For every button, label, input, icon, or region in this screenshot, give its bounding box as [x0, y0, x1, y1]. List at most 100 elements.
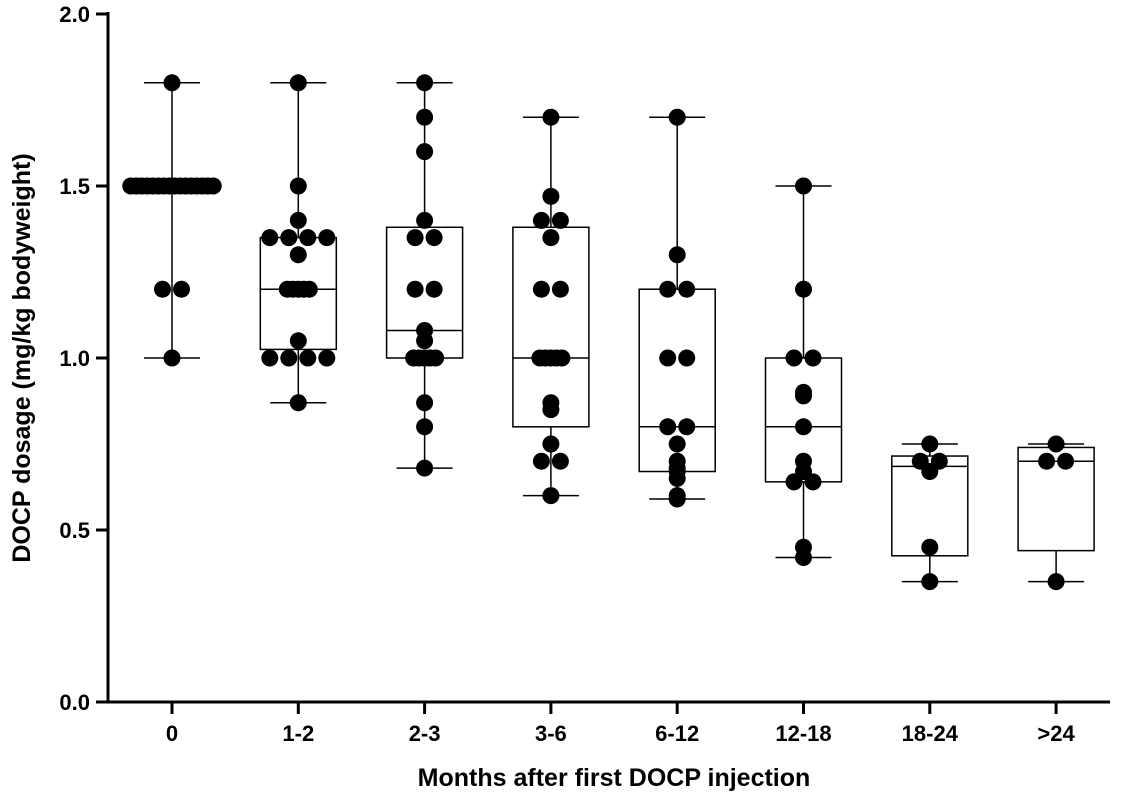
y-tick-label: 0.0	[59, 690, 90, 715]
data-point	[542, 401, 560, 419]
x-tick-label: 3-6	[535, 721, 567, 746]
data-point	[280, 229, 298, 247]
data-point	[406, 229, 424, 247]
data-point	[678, 418, 696, 436]
data-point	[795, 280, 812, 298]
y-tick-label: 1.5	[59, 174, 90, 199]
data-point	[804, 473, 822, 491]
data-point	[668, 108, 686, 126]
box-group	[133, 82, 211, 359]
box-group	[1017, 443, 1095, 583]
data-point	[795, 549, 812, 567]
data-point	[416, 108, 434, 126]
data-point	[289, 211, 307, 229]
y-axis-title: DOCP dosage (mg/kg bodyweight)	[8, 153, 36, 562]
data-point	[163, 74, 181, 92]
data-point	[532, 211, 550, 229]
data-point	[289, 394, 307, 412]
data-point	[318, 349, 336, 367]
axes-layer	[106, 12, 1110, 704]
data-point	[668, 435, 686, 453]
data-point	[204, 177, 222, 195]
data-point	[795, 177, 812, 195]
data-point	[318, 229, 336, 247]
data-point	[163, 349, 181, 367]
x-tick-label: 2-3	[409, 721, 441, 746]
box-group	[764, 185, 843, 559]
data-point	[921, 573, 939, 591]
data-point	[289, 246, 307, 264]
data-point	[551, 452, 569, 470]
data-point	[406, 280, 424, 298]
data-point	[425, 280, 443, 298]
iqr-box	[1017, 446, 1095, 552]
data-point	[532, 452, 550, 470]
data-point	[668, 246, 686, 264]
data-point	[289, 74, 307, 92]
data-point	[280, 349, 298, 367]
x-tick-label: 0	[166, 721, 178, 746]
data-point	[553, 349, 571, 367]
data-point	[542, 108, 560, 126]
data-point	[668, 469, 686, 487]
x-tick-label: 18-24	[902, 721, 959, 746]
data-point	[261, 229, 279, 247]
x-axis-title: Months after first DOCP injection	[418, 764, 811, 792]
data-point	[532, 280, 550, 298]
data-point	[416, 143, 434, 161]
x-tick-label: 1-2	[282, 721, 314, 746]
data-point	[795, 387, 812, 405]
data-point	[785, 349, 803, 367]
data-point	[154, 280, 171, 298]
data-point	[795, 418, 812, 436]
data-point	[427, 349, 445, 367]
x-tick-label: >24	[1037, 721, 1075, 746]
x-tick-label: 6-12	[655, 721, 699, 746]
data-point	[416, 211, 434, 229]
data-point	[921, 435, 939, 453]
boxes-layer	[133, 82, 1095, 583]
x-ticks: 0 1-2 2-3 3-6 6-12 12-18 18-24 >24	[166, 702, 1076, 746]
data-point	[678, 349, 696, 367]
data-point	[659, 418, 677, 436]
data-point	[921, 463, 939, 481]
data-point	[659, 280, 677, 298]
data-point	[289, 332, 307, 350]
data-point	[289, 177, 307, 195]
data-point	[659, 349, 677, 367]
data-point	[542, 229, 560, 247]
y-tick-label: 0.5	[59, 518, 90, 543]
data-point	[299, 349, 317, 367]
data-point	[416, 332, 434, 350]
data-point	[1047, 573, 1065, 591]
data-point	[299, 229, 317, 247]
data-point	[804, 349, 822, 367]
points-layer	[122, 74, 1075, 591]
data-point	[300, 280, 318, 298]
data-point	[542, 435, 560, 453]
data-point	[173, 280, 190, 298]
data-point	[921, 538, 939, 556]
data-point	[668, 490, 686, 508]
data-point	[425, 229, 443, 247]
data-point	[1038, 452, 1056, 470]
data-point	[261, 349, 279, 367]
data-point	[785, 473, 803, 491]
data-point	[542, 487, 560, 505]
data-point	[416, 74, 434, 92]
data-point	[542, 187, 560, 205]
box-group	[512, 116, 590, 497]
iqr-box	[512, 226, 590, 428]
y-ticks: 0.0 0.5 1.0 1.5 2.0	[59, 2, 108, 715]
y-tick-label: 1.0	[59, 346, 90, 371]
y-tick-label: 2.0	[59, 2, 90, 27]
data-point	[551, 211, 569, 229]
data-point	[1057, 452, 1075, 470]
data-point	[416, 459, 434, 477]
data-point	[1047, 435, 1065, 453]
data-point	[416, 394, 434, 412]
data-point	[416, 418, 434, 436]
data-point	[551, 280, 569, 298]
x-tick-label: 12-18	[775, 721, 831, 746]
